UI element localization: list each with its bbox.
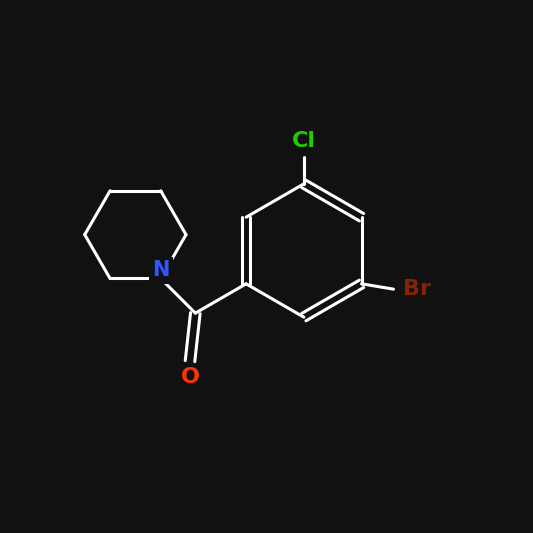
Text: Br: Br (403, 279, 432, 299)
Text: Cl: Cl (292, 131, 316, 151)
Text: N: N (152, 261, 169, 280)
Text: N: N (152, 261, 169, 280)
Text: O: O (181, 367, 199, 387)
